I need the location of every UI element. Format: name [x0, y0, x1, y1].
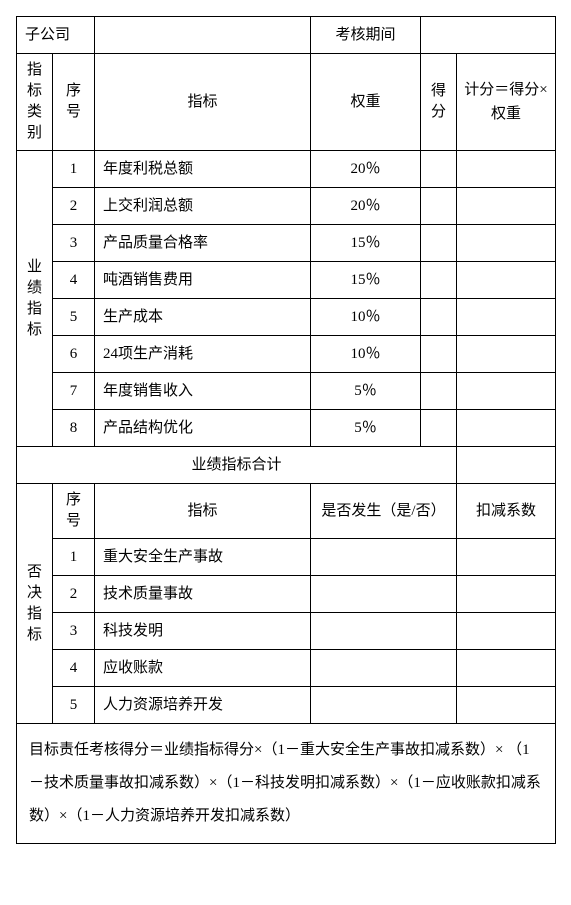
perf-name: 吨酒销售费用 [95, 262, 311, 299]
formula-cell: 目标责任考核得分＝业绩指标得分×（1－重大安全生产事故扣减系数）× （1－技术质… [17, 724, 556, 844]
veto-idx: 5 [53, 687, 95, 724]
perf-calc[interactable] [457, 151, 556, 188]
perf-weight: 10％ [311, 336, 421, 373]
perf-total-label: 业绩指标合计 [17, 447, 457, 484]
perf-idx: 3 [53, 225, 95, 262]
period-value[interactable] [421, 17, 556, 54]
perf-weight: 20％ [311, 151, 421, 188]
col-happened: 是否发生（是/否） [311, 484, 457, 539]
perf-calc[interactable] [457, 299, 556, 336]
col-category: 指标类别 [17, 54, 53, 151]
perf-weight: 15％ [311, 225, 421, 262]
perf-idx: 6 [53, 336, 95, 373]
veto-idx: 2 [53, 576, 95, 613]
perf-row: 7 年度销售收入 5％ [17, 373, 556, 410]
subsidiary-label: 子公司 [17, 17, 95, 54]
perf-weight: 20％ [311, 188, 421, 225]
col-index: 序号 [53, 54, 95, 151]
veto-name: 人力资源培养开发 [95, 687, 311, 724]
veto-row: 4 应收账款 [17, 650, 556, 687]
veto-row: 3 科技发明 [17, 613, 556, 650]
veto-name: 应收账款 [95, 650, 311, 687]
perf-row: 4 吨酒销售费用 15％ [17, 262, 556, 299]
perf-score[interactable] [421, 410, 457, 447]
header-row: 子公司 考核期间 [17, 17, 556, 54]
veto-deduct[interactable] [457, 650, 556, 687]
col-calc: 计分＝得分×权重 [457, 54, 556, 151]
perf-weight: 15％ [311, 262, 421, 299]
perf-score[interactable] [421, 151, 457, 188]
perf-idx: 4 [53, 262, 95, 299]
assessment-table: 子公司 考核期间 指标类别 序号 指标 权重 得分 计分＝得分×权重 业绩指标 … [16, 16, 556, 844]
perf-calc[interactable] [457, 188, 556, 225]
veto-deduct[interactable] [457, 539, 556, 576]
veto-idx: 1 [53, 539, 95, 576]
perf-total-value[interactable] [457, 447, 556, 484]
perf-weight: 10％ [311, 299, 421, 336]
perf-calc[interactable] [457, 262, 556, 299]
perf-score[interactable] [421, 262, 457, 299]
perf-score[interactable] [421, 225, 457, 262]
perf-calc[interactable] [457, 225, 556, 262]
veto-row: 1 重大安全生产事故 [17, 539, 556, 576]
perf-calc[interactable] [457, 336, 556, 373]
col-weight: 权重 [311, 54, 421, 151]
perf-idx: 8 [53, 410, 95, 447]
col-deduct: 扣减系数 [457, 484, 556, 539]
perf-name: 24项生产消耗 [95, 336, 311, 373]
perf-name: 年度销售收入 [95, 373, 311, 410]
col-index-2: 序号 [53, 484, 95, 539]
veto-row: 2 技术质量事故 [17, 576, 556, 613]
perf-name: 年度利税总额 [95, 151, 311, 188]
category-veto: 否决指标 [17, 484, 53, 724]
veto-happened[interactable] [311, 539, 457, 576]
perf-idx: 5 [53, 299, 95, 336]
perf-score[interactable] [421, 188, 457, 225]
perf-score[interactable] [421, 373, 457, 410]
veto-header-row: 否决指标 序号 指标 是否发生（是/否） 扣减系数 [17, 484, 556, 539]
veto-idx: 3 [53, 613, 95, 650]
veto-name: 重大安全生产事故 [95, 539, 311, 576]
perf-row: 6 24项生产消耗 10％ [17, 336, 556, 373]
col-indicator: 指标 [95, 54, 311, 151]
veto-row: 5 人力资源培养开发 [17, 687, 556, 724]
veto-happened[interactable] [311, 687, 457, 724]
perf-idx: 1 [53, 151, 95, 188]
perf-score[interactable] [421, 336, 457, 373]
veto-deduct[interactable] [457, 576, 556, 613]
perf-calc[interactable] [457, 410, 556, 447]
col-indicator-2: 指标 [95, 484, 311, 539]
col-score: 得分 [421, 54, 457, 151]
veto-happened[interactable] [311, 613, 457, 650]
perf-row: 8 产品结构优化 5％ [17, 410, 556, 447]
perf-name: 产品质量合格率 [95, 225, 311, 262]
perf-row: 2 上交利润总额 20％ [17, 188, 556, 225]
perf-score[interactable] [421, 299, 457, 336]
perf-row: 5 生产成本 10％ [17, 299, 556, 336]
perf-idx: 2 [53, 188, 95, 225]
veto-deduct[interactable] [457, 613, 556, 650]
veto-happened[interactable] [311, 650, 457, 687]
perf-header-row: 指标类别 序号 指标 权重 得分 计分＝得分×权重 [17, 54, 556, 151]
perf-calc[interactable] [457, 373, 556, 410]
period-label: 考核期间 [311, 17, 421, 54]
veto-deduct[interactable] [457, 687, 556, 724]
formula-row: 目标责任考核得分＝业绩指标得分×（1－重大安全生产事故扣减系数）× （1－技术质… [17, 724, 556, 844]
perf-total-row: 业绩指标合计 [17, 447, 556, 484]
perf-name: 上交利润总额 [95, 188, 311, 225]
category-perf: 业绩指标 [17, 151, 53, 447]
perf-weight: 5％ [311, 373, 421, 410]
veto-idx: 4 [53, 650, 95, 687]
perf-weight: 5％ [311, 410, 421, 447]
veto-happened[interactable] [311, 576, 457, 613]
perf-row: 3 产品质量合格率 15％ [17, 225, 556, 262]
veto-name: 技术质量事故 [95, 576, 311, 613]
perf-row: 业绩指标 1 年度利税总额 20％ [17, 151, 556, 188]
perf-name: 生产成本 [95, 299, 311, 336]
perf-name: 产品结构优化 [95, 410, 311, 447]
subsidiary-value[interactable] [95, 17, 311, 54]
veto-name: 科技发明 [95, 613, 311, 650]
perf-idx: 7 [53, 373, 95, 410]
